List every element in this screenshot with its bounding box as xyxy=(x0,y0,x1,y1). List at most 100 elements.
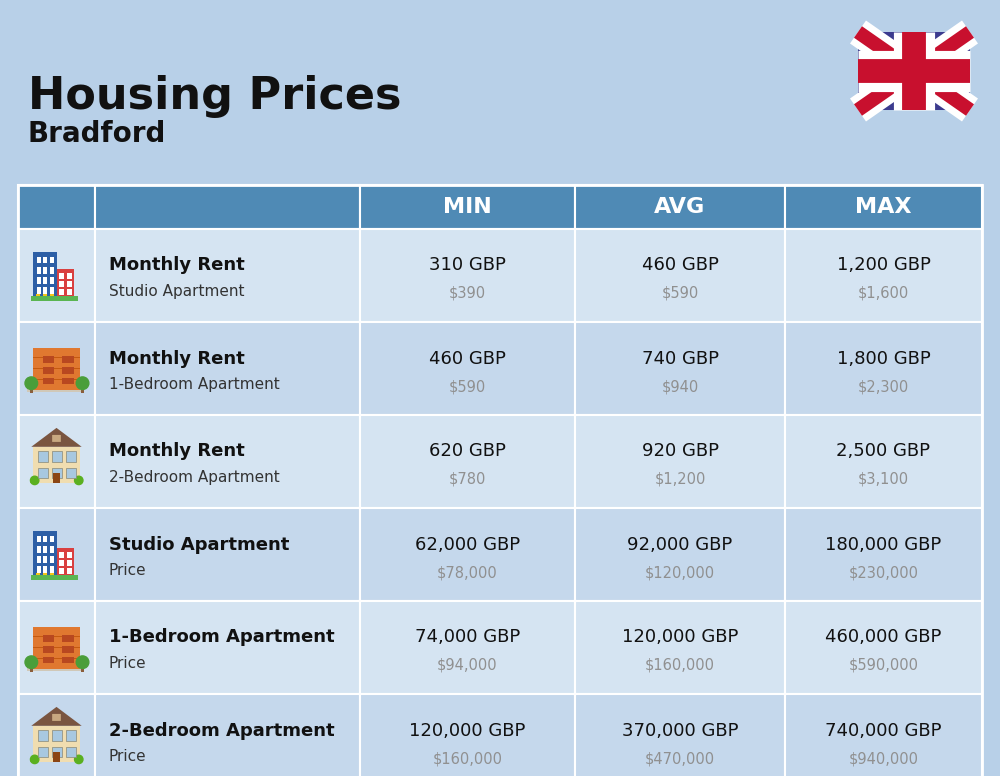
Text: $160,000: $160,000 xyxy=(645,658,715,673)
FancyBboxPatch shape xyxy=(38,452,48,462)
FancyBboxPatch shape xyxy=(33,348,80,390)
Text: 62,000 GBP: 62,000 GBP xyxy=(415,535,520,553)
FancyBboxPatch shape xyxy=(50,556,54,563)
FancyBboxPatch shape xyxy=(30,386,33,393)
FancyBboxPatch shape xyxy=(31,296,78,300)
Circle shape xyxy=(75,476,83,484)
FancyBboxPatch shape xyxy=(785,601,982,694)
FancyBboxPatch shape xyxy=(59,552,64,558)
FancyBboxPatch shape xyxy=(43,646,54,653)
Text: Monthly Rent: Monthly Rent xyxy=(109,257,245,275)
FancyBboxPatch shape xyxy=(52,730,62,741)
FancyBboxPatch shape xyxy=(33,252,56,299)
FancyBboxPatch shape xyxy=(575,508,785,601)
FancyBboxPatch shape xyxy=(50,573,54,577)
FancyBboxPatch shape xyxy=(37,277,41,284)
Text: 2-Bedroom Apartment: 2-Bedroom Apartment xyxy=(109,722,335,740)
FancyBboxPatch shape xyxy=(575,185,785,229)
FancyBboxPatch shape xyxy=(38,467,48,478)
FancyBboxPatch shape xyxy=(30,480,80,483)
FancyBboxPatch shape xyxy=(360,508,575,601)
Text: $590: $590 xyxy=(661,286,699,301)
FancyBboxPatch shape xyxy=(59,568,64,574)
FancyBboxPatch shape xyxy=(33,447,80,483)
FancyBboxPatch shape xyxy=(575,229,785,322)
Text: 920 GBP: 920 GBP xyxy=(642,442,718,460)
FancyBboxPatch shape xyxy=(81,666,84,672)
FancyBboxPatch shape xyxy=(785,322,982,415)
FancyBboxPatch shape xyxy=(50,294,54,298)
FancyBboxPatch shape xyxy=(81,386,84,393)
FancyBboxPatch shape xyxy=(66,730,76,741)
FancyBboxPatch shape xyxy=(67,281,72,287)
FancyBboxPatch shape xyxy=(51,435,62,442)
FancyBboxPatch shape xyxy=(59,560,64,566)
Text: 1,200 GBP: 1,200 GBP xyxy=(837,257,930,275)
Text: $94,000: $94,000 xyxy=(437,658,498,673)
FancyBboxPatch shape xyxy=(95,322,360,415)
FancyBboxPatch shape xyxy=(66,452,76,462)
Text: 120,000 GBP: 120,000 GBP xyxy=(622,629,738,646)
Text: AVG: AVG xyxy=(654,197,706,217)
Text: 1,800 GBP: 1,800 GBP xyxy=(837,349,930,368)
Text: 2-Bedroom Apartment: 2-Bedroom Apartment xyxy=(109,470,280,485)
FancyBboxPatch shape xyxy=(95,229,360,322)
FancyBboxPatch shape xyxy=(18,415,95,508)
FancyBboxPatch shape xyxy=(38,747,48,757)
FancyBboxPatch shape xyxy=(66,747,76,757)
Text: 460 GBP: 460 GBP xyxy=(429,349,506,368)
Text: $1,600: $1,600 xyxy=(858,286,909,301)
Text: Price: Price xyxy=(109,563,147,578)
Text: 740 GBP: 740 GBP xyxy=(642,349,718,368)
Text: 460 GBP: 460 GBP xyxy=(642,257,718,275)
FancyBboxPatch shape xyxy=(43,267,47,274)
FancyBboxPatch shape xyxy=(18,322,95,415)
FancyBboxPatch shape xyxy=(30,759,80,762)
FancyBboxPatch shape xyxy=(53,751,60,761)
FancyBboxPatch shape xyxy=(52,467,62,478)
FancyBboxPatch shape xyxy=(575,322,785,415)
FancyBboxPatch shape xyxy=(56,269,74,299)
FancyBboxPatch shape xyxy=(95,185,360,229)
FancyBboxPatch shape xyxy=(33,368,80,369)
FancyBboxPatch shape xyxy=(360,185,575,229)
Text: 1-Bedroom Apartment: 1-Bedroom Apartment xyxy=(109,377,280,392)
Text: Housing Prices: Housing Prices xyxy=(28,75,402,118)
Text: Price: Price xyxy=(109,749,147,764)
Circle shape xyxy=(76,377,89,390)
Text: $940: $940 xyxy=(661,379,699,394)
Text: 460,000 GBP: 460,000 GBP xyxy=(825,629,942,646)
FancyBboxPatch shape xyxy=(575,415,785,508)
Text: MAX: MAX xyxy=(855,197,912,217)
Polygon shape xyxy=(31,707,82,726)
Text: Bradford: Bradford xyxy=(28,120,166,148)
FancyBboxPatch shape xyxy=(33,357,80,359)
FancyBboxPatch shape xyxy=(50,546,54,553)
FancyBboxPatch shape xyxy=(51,713,62,722)
Circle shape xyxy=(25,656,38,668)
FancyBboxPatch shape xyxy=(360,415,575,508)
FancyBboxPatch shape xyxy=(62,378,74,384)
Circle shape xyxy=(76,656,89,668)
FancyBboxPatch shape xyxy=(67,552,72,558)
FancyBboxPatch shape xyxy=(18,508,95,601)
FancyBboxPatch shape xyxy=(67,272,72,279)
Polygon shape xyxy=(31,428,82,447)
FancyBboxPatch shape xyxy=(18,694,95,776)
Text: $3,100: $3,100 xyxy=(858,472,909,487)
FancyBboxPatch shape xyxy=(59,289,64,295)
FancyBboxPatch shape xyxy=(50,267,54,274)
Circle shape xyxy=(75,755,83,764)
FancyBboxPatch shape xyxy=(785,415,982,508)
FancyBboxPatch shape xyxy=(43,535,47,542)
FancyBboxPatch shape xyxy=(33,636,80,637)
FancyBboxPatch shape xyxy=(62,656,74,663)
Text: 74,000 GBP: 74,000 GBP xyxy=(415,629,520,646)
FancyBboxPatch shape xyxy=(50,566,54,573)
FancyBboxPatch shape xyxy=(18,229,95,322)
FancyBboxPatch shape xyxy=(62,635,74,642)
FancyBboxPatch shape xyxy=(575,601,785,694)
FancyBboxPatch shape xyxy=(43,356,54,362)
FancyBboxPatch shape xyxy=(30,666,33,672)
FancyBboxPatch shape xyxy=(37,546,41,553)
